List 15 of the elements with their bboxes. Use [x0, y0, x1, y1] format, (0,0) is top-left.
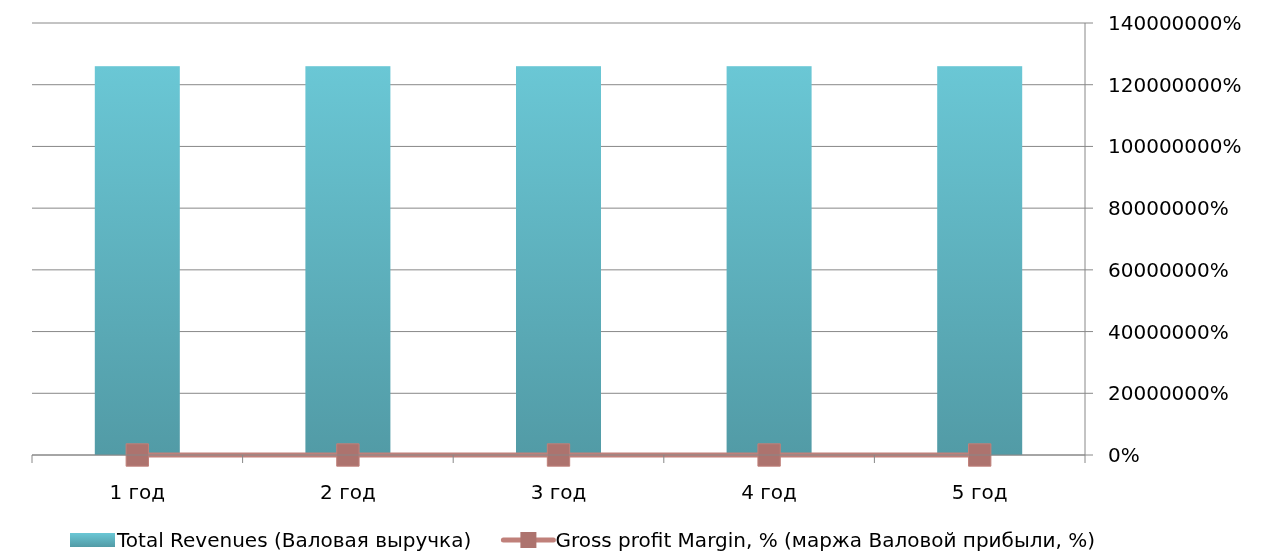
y2-tick-label: 120000000%: [1108, 72, 1242, 97]
x-tick-label: 5 год: [951, 480, 1008, 504]
x-tick-label: 2 год: [320, 480, 376, 504]
y2-tick-label: 60000000%: [1108, 257, 1229, 282]
y2-tick-label: 40000000%: [1108, 319, 1229, 344]
x-tick-label: 3 год: [530, 480, 587, 504]
x-tick-label: 1 год: [109, 480, 166, 504]
legend-label: Total Revenues (Валовая выручка): [116, 528, 472, 552]
y2-tick-label: 20000000%: [1108, 381, 1229, 406]
y2-tick-label: 100000000%: [1108, 134, 1242, 159]
x-tick-label: 4 год: [741, 480, 797, 504]
y2-tick-label: 0%: [1108, 443, 1140, 467]
legend-label: Gross profit Margin, % (маржа Валовой прибыли, %): [555, 528, 1096, 552]
y2-tick-label: 80000000%: [1108, 196, 1229, 221]
y2-tick-label: 140000000%: [1108, 11, 1242, 35]
